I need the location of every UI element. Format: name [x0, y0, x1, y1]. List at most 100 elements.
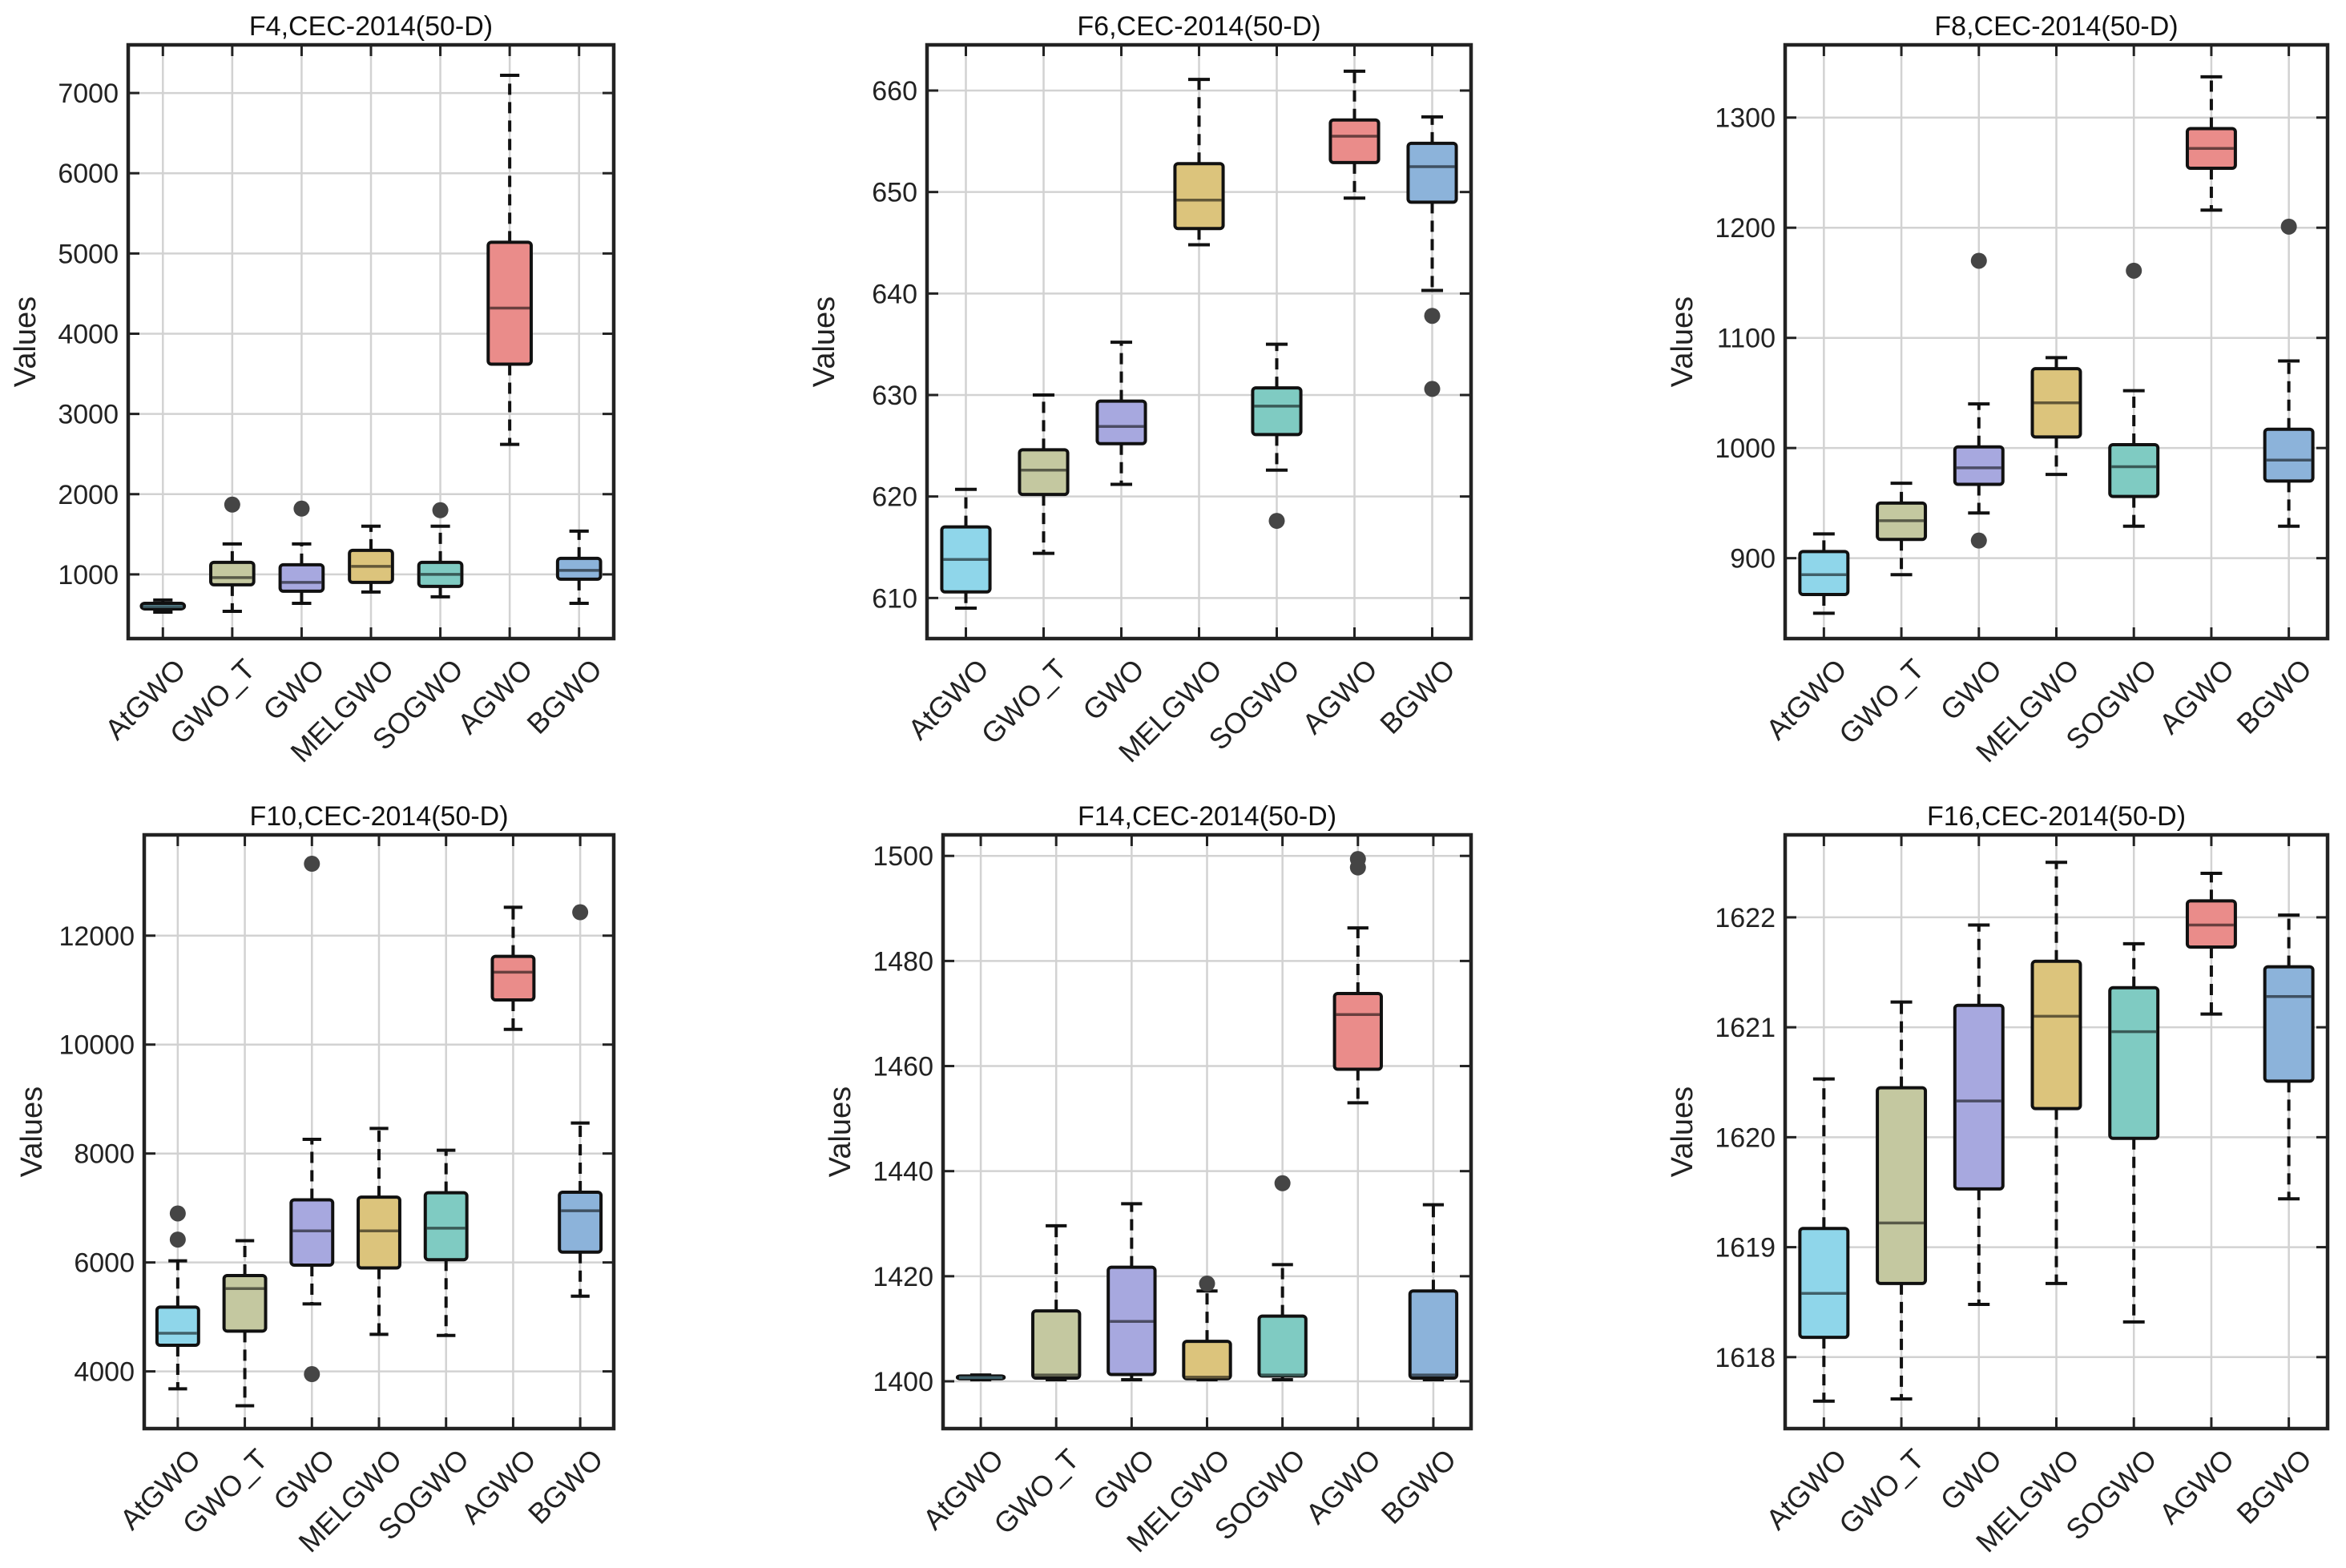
box-iqr — [222, 1273, 268, 1333]
outlier-point — [572, 904, 589, 921]
y-tick-label: 1480 — [873, 946, 933, 977]
box-agwo — [1328, 69, 1381, 200]
plot-frame — [1783, 832, 2330, 1431]
outlier-point — [169, 1205, 186, 1222]
y-tick-label: 5000 — [58, 239, 119, 269]
outlier-point — [2280, 218, 2297, 235]
outlier-point — [304, 1366, 320, 1383]
chart-title: F6,CEC-2014(50-D) — [1077, 11, 1320, 42]
box-melgwo — [357, 1127, 401, 1336]
box-iqr — [486, 240, 533, 366]
box-agwo — [2185, 872, 2237, 1016]
box-bgwo — [555, 529, 603, 605]
box-melgwo — [2030, 356, 2082, 477]
box-iqr — [2108, 986, 2160, 1140]
box-iqr — [1251, 386, 1303, 437]
box-atgwo — [1798, 1077, 1850, 1403]
box-iqr — [1257, 1314, 1308, 1378]
x-tick-label: GWO_T — [974, 652, 1072, 750]
box-iqr — [209, 560, 256, 586]
box-iqr — [1095, 399, 1147, 445]
x-tick-label: AGWO — [2153, 652, 2241, 740]
outlier-point — [224, 496, 240, 513]
y-tick-label: 1460 — [873, 1052, 933, 1082]
y-tick-label: 610 — [872, 583, 917, 614]
y-tick-label: 4000 — [58, 319, 119, 349]
box-iqr — [357, 1195, 401, 1270]
x-tick-label: GWO — [1933, 652, 2008, 727]
box-agwo — [486, 74, 533, 446]
outlier-point — [1268, 513, 1285, 530]
y-tick-label: 6000 — [74, 1248, 135, 1279]
box-gwo-t — [209, 496, 256, 613]
y-tick-label: 1100 — [1717, 324, 1776, 354]
box-gwo-t — [222, 1239, 268, 1408]
y-tick-label: 620 — [872, 482, 917, 513]
outlier-point — [1424, 308, 1441, 324]
y-tick-label: 2000 — [58, 480, 119, 510]
box-iqr — [1182, 1340, 1232, 1381]
y-tick-label: 1400 — [873, 1367, 933, 1397]
outlier-point — [169, 1231, 186, 1248]
outlier-point — [1199, 1276, 1215, 1292]
x-tick-label: GWO_T — [987, 1442, 1085, 1540]
box-atgwo — [155, 1205, 200, 1391]
box-sogwo — [2108, 941, 2160, 1324]
grid — [1785, 45, 2328, 639]
y-axis-label: Values — [9, 296, 42, 387]
y-axis-label: Values — [15, 1086, 49, 1177]
x-tick-label: AGWO — [1296, 652, 1384, 740]
y-tick-label: 7000 — [58, 79, 119, 109]
box-iqr — [555, 556, 603, 581]
box-sogwo — [2108, 262, 2160, 528]
y-tick-label: 640 — [872, 279, 917, 309]
y-tick-label: 1620 — [1715, 1123, 1776, 1153]
x-tick-label: AGWO — [451, 652, 539, 740]
y-axis-label: Values — [808, 296, 841, 387]
box-melgwo — [1182, 1276, 1232, 1382]
box-gwo — [278, 500, 325, 605]
box-iqr — [1031, 1309, 1082, 1381]
box-bgwo — [1408, 1203, 1459, 1382]
box-iqr — [2263, 427, 2315, 483]
x-tick-label: BGWO — [1375, 1442, 1463, 1530]
outlier-point — [1274, 1175, 1291, 1191]
outlier-point — [1424, 381, 1441, 397]
box-sogwo — [423, 1148, 469, 1337]
box-iqr — [1876, 1086, 1928, 1285]
x-tick-label: GWO — [1076, 652, 1151, 727]
chart-title: F10,CEC-2014(50-D) — [249, 801, 508, 832]
box-iqr — [289, 1198, 335, 1268]
box-iqr — [1018, 448, 1070, 497]
chart-title: F8,CEC-2014(50-D) — [1934, 11, 2178, 42]
plot-frame — [925, 42, 1473, 641]
box-gwo-t — [1876, 482, 1928, 577]
plot-frame — [941, 832, 1473, 1431]
box-melgwo — [2030, 861, 2082, 1285]
box-iqr — [2108, 443, 2160, 498]
box-gwo — [1095, 341, 1147, 486]
x-tick-label: GWO_T — [1832, 1442, 1930, 1540]
box-gwo — [1106, 1202, 1157, 1382]
y-tick-label: 4000 — [74, 1357, 135, 1388]
y-axis-label: Values — [824, 1086, 857, 1177]
chart-title: F14,CEC-2014(50-D) — [1078, 801, 1336, 832]
box-bgwo — [2263, 218, 2315, 528]
box-iqr — [155, 1305, 200, 1347]
y-tick-label: 650 — [872, 178, 917, 208]
box-agwo — [2185, 75, 2237, 212]
box-iqr — [1798, 1227, 1850, 1340]
boxplot-panel: F10,CEC-2014(50-D) Values 4000 6000 8000 1000… — [15, 801, 616, 1558]
box-iqr — [1406, 141, 1458, 204]
boxplot-panel: F16,CEC-2014(50-D) Values 1618 1619 1620 1621… — [1666, 801, 2330, 1558]
box-bgwo — [2263, 913, 2315, 1201]
outlier-point — [1349, 859, 1366, 876]
x-tick-label: BGWO — [522, 1442, 610, 1530]
box-agwo — [490, 905, 536, 1031]
box-melgwo — [348, 524, 394, 594]
box-gwo — [1953, 252, 2005, 549]
boxplot-panel: F14,CEC-2014(50-D) Values 1400 1420 1440 1460… — [824, 801, 1473, 1558]
boxplot-panel: F4,CEC-2014(50-D) Values 1000 2000 3000 4000 5… — [9, 11, 616, 768]
box-atgwo — [955, 1373, 1006, 1382]
